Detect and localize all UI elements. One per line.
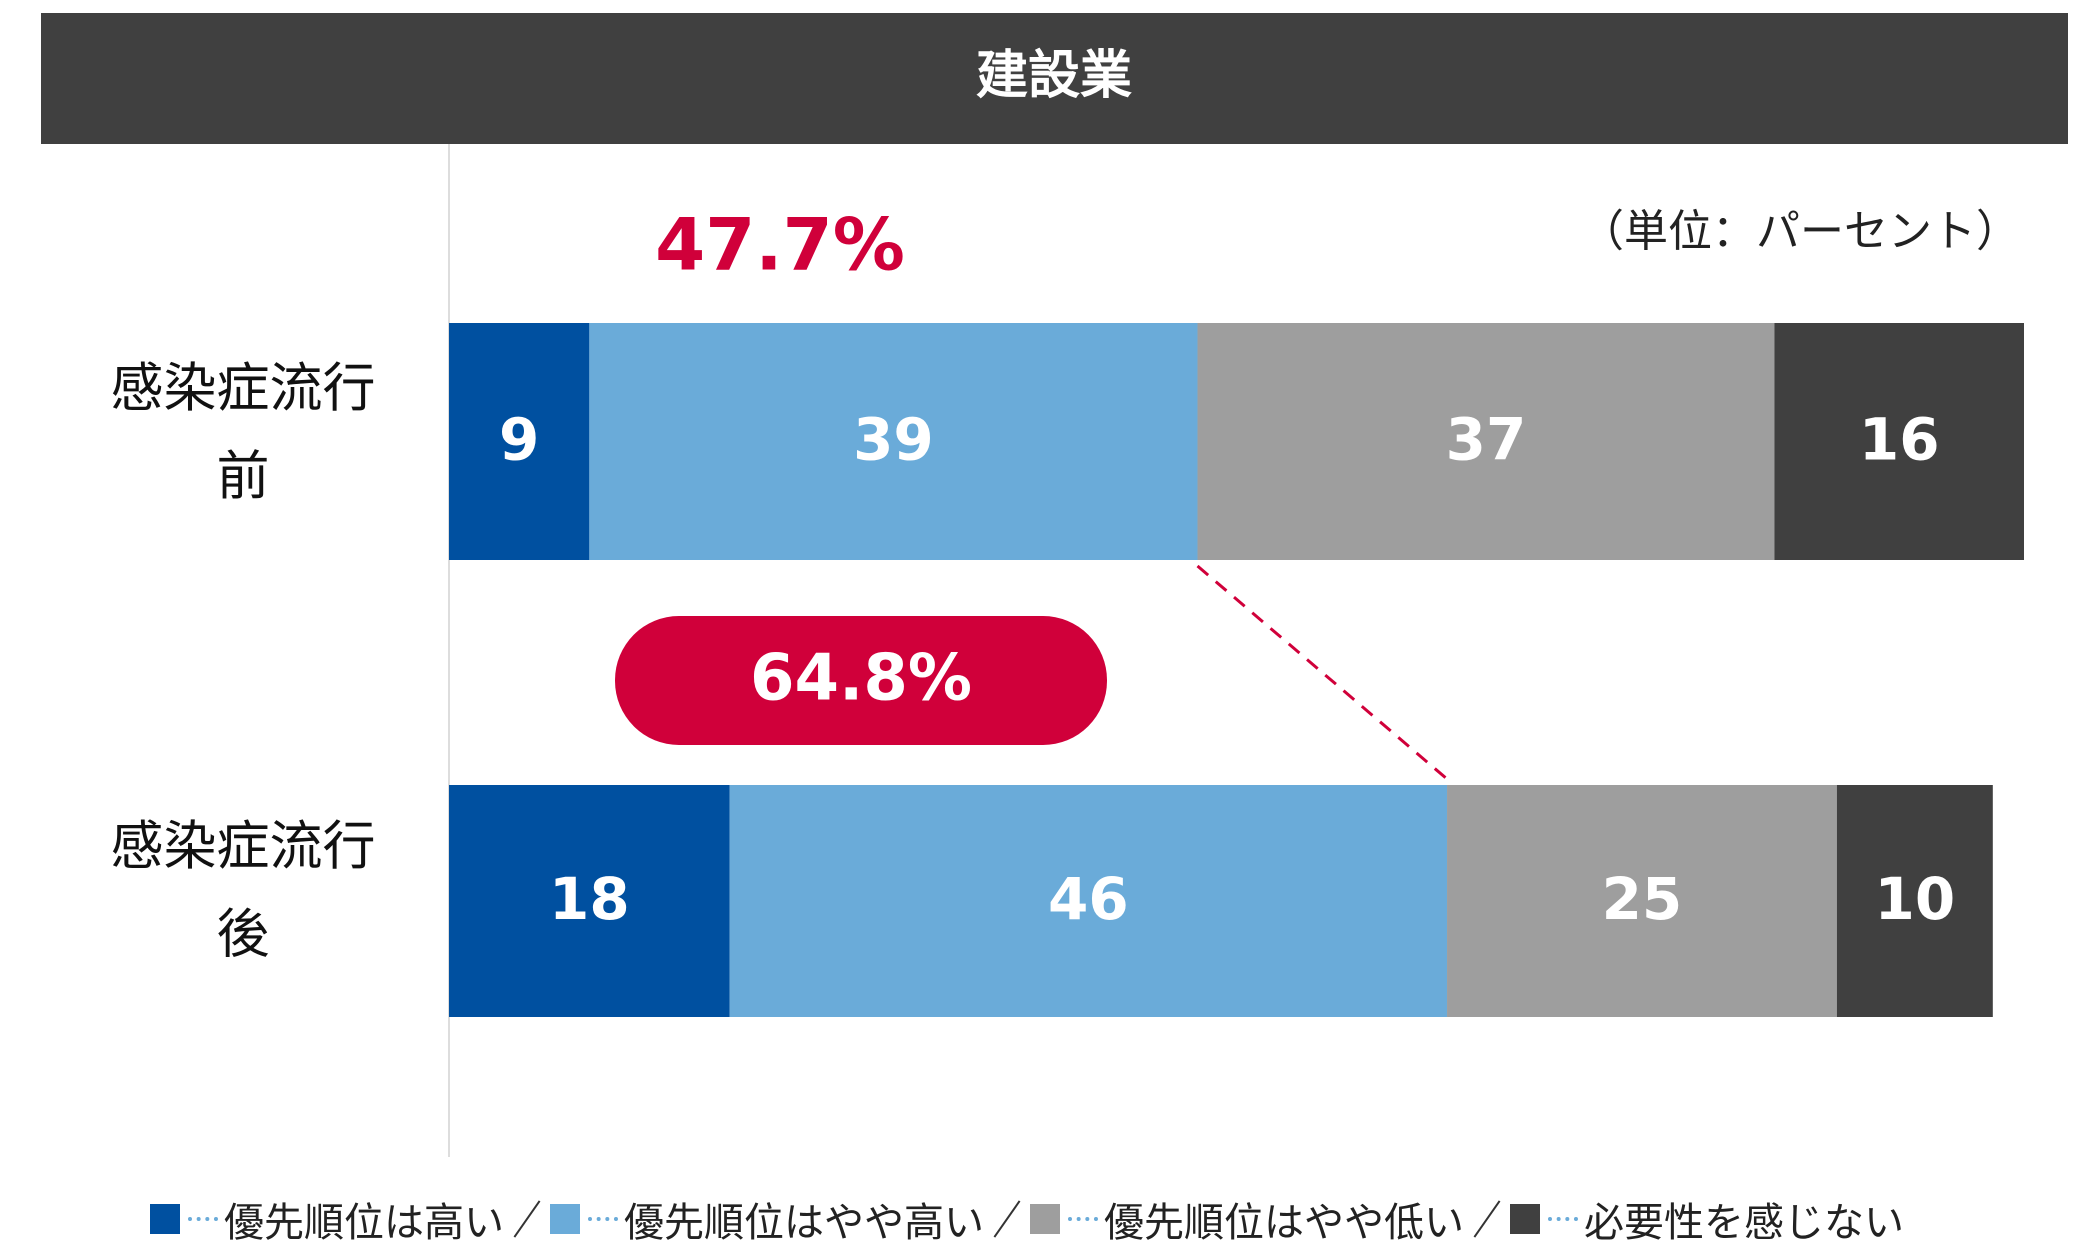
legend-swatch (1510, 1204, 1540, 1234)
data-label: 16 (1859, 406, 1940, 474)
bar-segment (1447, 785, 1837, 1017)
legend-dots (1548, 1217, 1578, 1221)
annotation-pill (615, 616, 1107, 745)
legend-dots (188, 1217, 218, 1221)
annotation: 47.7% (655, 203, 905, 287)
legend-label: 必要性を感じない (1584, 1200, 1904, 1246)
data-label: 46 (1048, 865, 1129, 933)
legend-dots (588, 1217, 618, 1221)
legend-swatch (550, 1204, 580, 1234)
category-label: 感染症流行前 (110, 358, 376, 507)
bar-segment (449, 785, 730, 1017)
data-label: 10 (1874, 865, 1955, 933)
data-label: 18 (549, 865, 630, 933)
title-bar (41, 13, 2068, 144)
annotation: 64.8% (750, 642, 972, 716)
category-label: 感染症流行後 (110, 816, 376, 965)
legend-label: 優先順位はやや高い (624, 1200, 984, 1246)
bar-segment (1774, 323, 2024, 560)
legend-swatch (150, 1204, 180, 1234)
legend-swatch (1030, 1204, 1060, 1234)
legend-label: 優先順位はやや低い (1104, 1200, 1464, 1246)
bar-segment (1836, 785, 1993, 1017)
unit-note: （単位：パーセント） (1580, 206, 2020, 257)
legend-separator (513, 1200, 541, 1238)
bar-segment (449, 323, 590, 560)
chart-title: 建設業 (976, 46, 1132, 106)
connector (1196, 564, 1448, 781)
data-label: 25 (1602, 865, 1683, 933)
legend: 優先順位は高い 優先順位はやや高い 優先順位はやや低い 必要性を感じない (150, 1190, 1904, 1248)
bar-segment (729, 785, 1448, 1017)
legend-label: 優先順位は高い (224, 1200, 504, 1246)
data-label: 39 (853, 406, 934, 474)
legend-separator (993, 1200, 1021, 1238)
data-label: 37 (1446, 406, 1527, 474)
data-label: 9 (499, 406, 539, 474)
legend-dots (1068, 1217, 1098, 1221)
legend-separator (1473, 1200, 1501, 1238)
bar-segment (1197, 323, 1775, 560)
bar-segment (589, 323, 1198, 560)
